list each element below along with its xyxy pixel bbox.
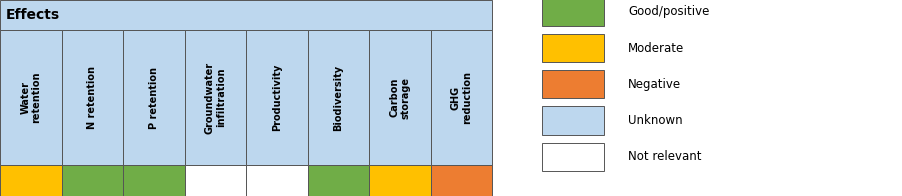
Text: Moderate: Moderate — [628, 42, 684, 54]
Text: N retention: N retention — [87, 66, 97, 129]
Text: P retention: P retention — [149, 66, 159, 129]
Bar — [184, 165, 245, 196]
Bar — [541, 0, 603, 26]
Text: Not relevant: Not relevant — [628, 150, 701, 163]
Bar — [123, 165, 184, 196]
Bar — [308, 165, 369, 196]
Bar — [308, 30, 369, 165]
Text: Groundwater
infiltration: Groundwater infiltration — [205, 62, 226, 133]
Bar — [541, 34, 603, 62]
Bar — [430, 30, 492, 165]
Bar — [541, 143, 603, 171]
Text: Water
retention: Water retention — [21, 72, 41, 123]
Text: Unknown: Unknown — [628, 114, 682, 127]
Text: Carbon
storage: Carbon storage — [389, 76, 410, 119]
Bar — [0, 165, 61, 196]
Bar — [541, 106, 603, 135]
Bar — [123, 30, 184, 165]
Text: GHG
reduction: GHG reduction — [450, 71, 471, 124]
Bar — [0, 30, 61, 165]
Bar — [245, 30, 308, 165]
Bar — [184, 30, 245, 165]
Bar — [0, 0, 492, 30]
Bar — [369, 165, 430, 196]
Bar — [245, 165, 308, 196]
Text: Productivity: Productivity — [272, 64, 281, 131]
Bar — [430, 165, 492, 196]
Bar — [369, 30, 430, 165]
Text: Biodiversity: Biodiversity — [333, 64, 343, 131]
Text: Negative: Negative — [628, 78, 680, 91]
Text: Effects: Effects — [6, 8, 60, 22]
Bar — [61, 30, 123, 165]
Bar — [541, 70, 603, 99]
Bar — [61, 165, 123, 196]
Text: Good/positive: Good/positive — [628, 5, 709, 18]
